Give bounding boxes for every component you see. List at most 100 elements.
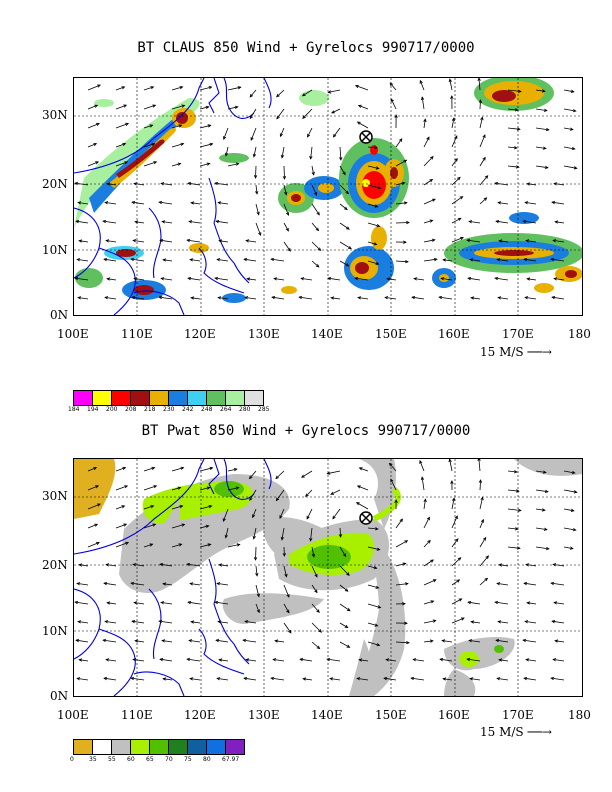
wind-arrow-icon <box>190 583 201 586</box>
wind-arrow-icon <box>524 582 537 586</box>
wind-arrow-icon <box>563 527 576 531</box>
wind-arrow-icon <box>467 658 481 662</box>
wind-arrowhead-icon <box>77 620 82 624</box>
wind-arrow-icon <box>162 221 173 224</box>
wind-arrowhead-icon <box>106 182 111 186</box>
wind-arrow-icon <box>191 297 201 300</box>
panel1-colorbar-tick-label: 242 <box>182 406 194 413</box>
wind-arrow-icon <box>131 258 145 262</box>
wind-arrowhead-icon <box>134 639 139 643</box>
wind-arrowhead-icon <box>327 90 332 94</box>
wind-arrow-icon <box>451 579 460 586</box>
wind-arrow-icon <box>115 505 125 510</box>
wind-arrowhead-icon <box>189 677 194 681</box>
panel1-lon-120e: 120E <box>184 327 216 341</box>
wind-arrowhead-icon <box>442 677 447 681</box>
wind-arrowhead-icon <box>448 78 452 83</box>
panel1-lon-180: 180 <box>568 327 591 341</box>
wind-arrowhead-icon <box>470 296 475 300</box>
wind-arrowhead-icon <box>375 261 380 265</box>
wind-arrow-icon <box>187 658 201 662</box>
wind-arrow-icon <box>451 557 461 567</box>
wind-arrowhead-icon <box>550 676 555 681</box>
wind-arrow-icon <box>357 485 369 491</box>
wind-arrow-icon <box>306 508 313 519</box>
wind-arrow-icon <box>87 104 98 110</box>
wind-arrow-icon <box>339 546 347 557</box>
panel1-colorbar <box>73 390 264 406</box>
wind-arrowhead-icon <box>256 609 260 614</box>
panel1-colorbar-tick-label: 208 <box>125 406 137 413</box>
panel1-lon-170e: 170E <box>502 327 534 341</box>
wind-arrowhead-icon <box>286 594 290 598</box>
wind-arrow-icon <box>395 563 406 567</box>
wind-arrowhead-icon <box>545 127 550 132</box>
wind-arrow-icon <box>451 177 461 186</box>
wind-arrowhead-icon <box>551 295 556 300</box>
wind-arrowhead-icon <box>189 582 194 586</box>
wind-arrowhead-icon <box>410 676 415 681</box>
wind-arrow-icon <box>468 601 481 605</box>
wind-arrowhead-icon <box>478 99 483 103</box>
wind-arrow-icon <box>413 659 425 662</box>
wind-arrow-icon <box>499 564 509 567</box>
wind-arrow-icon <box>79 564 89 567</box>
wind-arrow-icon <box>311 584 318 593</box>
wind-arrowhead-icon <box>457 557 462 561</box>
wind-arrow-icon <box>77 583 89 586</box>
wind-arrow-icon <box>187 239 201 243</box>
wind-arrowhead-icon <box>224 534 228 539</box>
wind-arrowhead-icon <box>526 601 531 605</box>
wind-arrowhead-icon <box>496 258 501 262</box>
wind-arrow-icon <box>496 220 509 224</box>
wind-arrow-icon <box>160 239 173 243</box>
wind-arrow-icon <box>132 201 145 205</box>
wind-arrowhead-icon <box>309 155 313 160</box>
wind-arrowhead-icon <box>223 136 227 141</box>
wind-arrowhead-icon <box>216 677 221 681</box>
wind-arrow-icon <box>451 135 458 148</box>
wind-arrowhead-icon <box>442 258 447 262</box>
wind-arrowhead-icon <box>216 258 221 262</box>
wind-arrowhead-icon <box>77 296 82 300</box>
wind-arrow-icon <box>395 138 403 148</box>
wind-arrow-icon <box>215 277 229 281</box>
wind-arrow-icon <box>134 278 145 281</box>
wind-arrowhead-icon <box>543 108 548 112</box>
wind-arrowhead-icon <box>159 562 164 567</box>
panel1-lon-130e: 130E <box>248 327 280 341</box>
wind-arrowhead-icon <box>523 257 528 262</box>
wind-arrow-icon <box>367 603 381 608</box>
wind-arrow-icon <box>87 485 99 491</box>
panel2-coastlines <box>74 459 272 696</box>
wind-arrowhead-icon <box>95 485 100 489</box>
wind-arrow-icon <box>423 258 437 262</box>
wind-arrowhead-icon <box>524 201 529 205</box>
wind-arrowhead-icon <box>102 219 107 224</box>
wind-arrowhead-icon <box>158 619 163 624</box>
wind-arrowhead-icon <box>284 191 288 196</box>
wind-arrow-icon <box>311 565 318 578</box>
wind-arrowhead-icon <box>455 538 459 542</box>
wind-arrowhead-icon <box>469 677 474 681</box>
wind-arrowhead-icon <box>401 181 406 186</box>
wind-arrow-icon <box>339 203 348 210</box>
wind-arrow-icon <box>161 278 173 281</box>
wind-arrow-icon <box>227 544 240 548</box>
panel1-colorbar-tick-label: 285 <box>258 406 270 413</box>
wind-arrow-icon <box>311 184 317 196</box>
wind-arrowhead-icon <box>282 553 286 557</box>
wind-arrow-icon <box>227 106 238 110</box>
wind-arrow-icon <box>414 278 425 281</box>
wind-arrowhead-icon <box>496 582 501 586</box>
wind-arrow-icon <box>367 241 377 245</box>
panel1-coastlines <box>74 78 272 315</box>
wind-arrow-icon <box>171 543 182 548</box>
wind-arrowhead-icon <box>160 182 165 186</box>
wind-arrowhead-icon <box>377 186 382 190</box>
wind-arrow-icon <box>495 601 509 605</box>
wind-arrow-icon <box>219 240 229 243</box>
wind-arrowhead-icon <box>315 227 320 232</box>
wind-arrowhead-icon <box>123 104 128 108</box>
wind-arrowhead-icon <box>162 258 167 262</box>
